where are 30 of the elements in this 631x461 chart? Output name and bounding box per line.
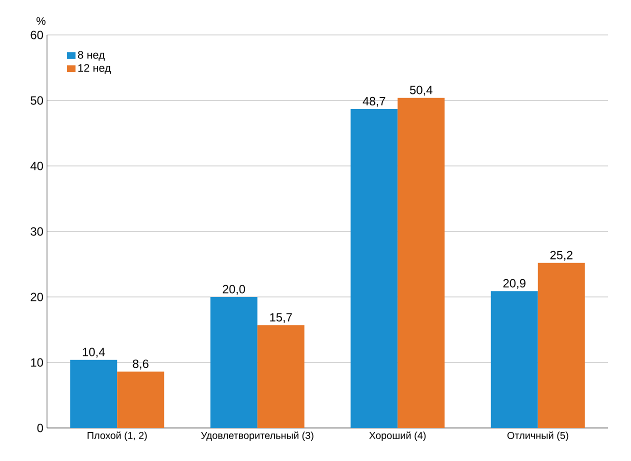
- y-tick-label: 60: [30, 30, 44, 40]
- data-label: 48,7: [362, 96, 386, 107]
- bar: [398, 98, 445, 428]
- legend-label: 12 нед: [78, 64, 111, 74]
- legend-label: 8 нед: [78, 50, 105, 61]
- x-tick-label: Хороший (4): [369, 431, 426, 441]
- data-label: 20,9: [503, 279, 526, 289]
- data-label: 50,4: [410, 86, 432, 96]
- data-label: 25,2: [550, 250, 572, 261]
- bar: [117, 372, 164, 428]
- data-label: 20,0: [222, 284, 246, 295]
- bar: [257, 325, 304, 428]
- data-label: 8,6: [132, 360, 148, 370]
- y-tick-label: 0: [37, 424, 44, 432]
- bar: [350, 109, 398, 428]
- y-tick-label: 50: [30, 96, 44, 105]
- x-tick-label: Отличный (5): [507, 431, 568, 441]
- bar: [538, 262, 585, 428]
- y-tick-label: 10: [31, 358, 44, 367]
- x-tick-label: Удовлетворительный (3): [201, 431, 314, 441]
- y-tick-label: 30: [30, 227, 44, 236]
- y-tick-label: 40: [30, 162, 44, 170]
- data-label: 10,4: [82, 348, 105, 358]
- bar: [70, 360, 118, 428]
- y-tick-label: 20: [30, 292, 44, 302]
- data-label: 15,7: [270, 313, 292, 323]
- bar: [210, 296, 258, 428]
- y-axis-title: %: [36, 17, 46, 25]
- bar: [490, 291, 538, 428]
- x-tick-label: Плохой (1, 2): [88, 431, 147, 441]
